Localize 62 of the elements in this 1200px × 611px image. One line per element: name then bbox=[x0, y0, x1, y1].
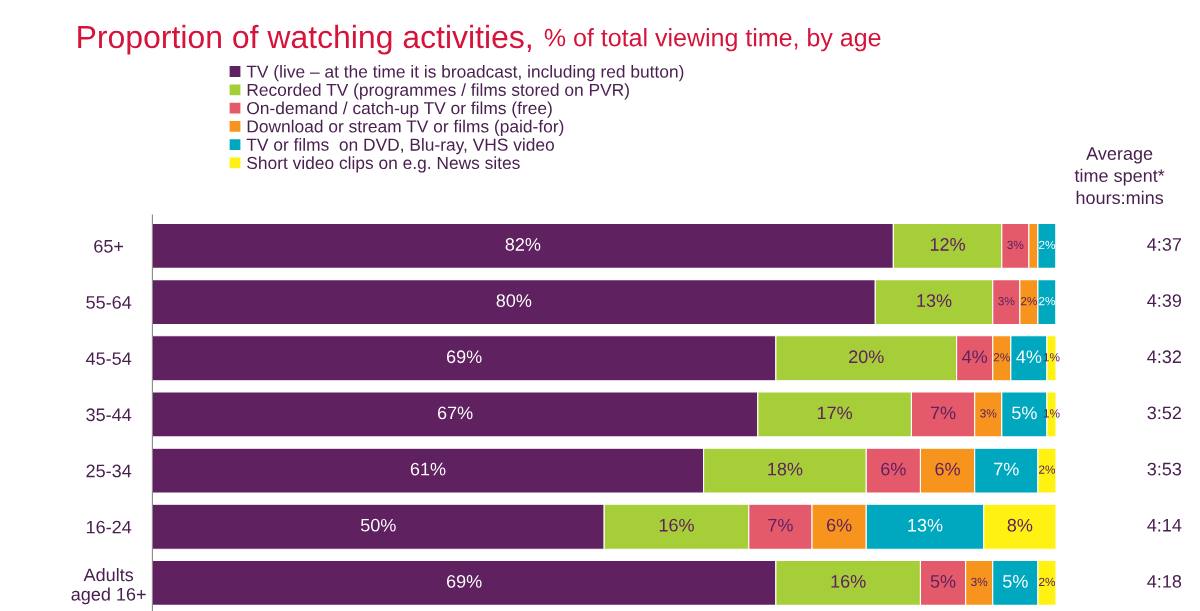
data-label: 5% bbox=[930, 575, 956, 588]
data-label: 2% bbox=[1039, 296, 1056, 306]
data-label: 2% bbox=[1039, 240, 1056, 250]
text: Average time spent* hours:mins bbox=[1074, 147, 1165, 205]
data-label: 13% bbox=[908, 518, 943, 532]
text: 4:18 bbox=[1147, 574, 1182, 588]
y-tick-label: Adults aged 16+ bbox=[71, 567, 146, 605]
data-label: 6% bbox=[881, 462, 906, 476]
data-label: 3% bbox=[1007, 240, 1024, 250]
data-label: 82% bbox=[505, 238, 541, 251]
text: 4:39 bbox=[1147, 294, 1182, 307]
data-label: 67% bbox=[437, 406, 473, 420]
data-label: 6% bbox=[935, 462, 960, 476]
data-label: 4% bbox=[962, 350, 988, 364]
data-label: 5% bbox=[1003, 575, 1028, 588]
data-label: 1% bbox=[1043, 353, 1060, 362]
data-label: 2% bbox=[1039, 577, 1056, 587]
text: 4:14 bbox=[1147, 519, 1182, 532]
data-label: 17% bbox=[817, 406, 853, 420]
text: 3:52 bbox=[1147, 406, 1181, 420]
data-label: 8% bbox=[1007, 518, 1033, 532]
data-label: 50% bbox=[360, 518, 396, 532]
data-label: 61% bbox=[410, 462, 446, 476]
legend-label: TV (live – at the time it is broadcast, including red button) bbox=[246, 64, 684, 82]
data-label: 3% bbox=[980, 409, 997, 418]
data-label: 20% bbox=[849, 350, 884, 364]
data-label: 16% bbox=[659, 518, 694, 532]
chart-title: Proportion of watching activities, bbox=[78, 24, 531, 55]
y-tick-label: 16-24 bbox=[86, 520, 132, 534]
legend-label: TV or films on DVD, Blu-ray, VHS video bbox=[246, 138, 554, 155]
data-label: 12% bbox=[930, 238, 965, 251]
data-label: 5% bbox=[1012, 406, 1037, 420]
data-label: 6% bbox=[827, 518, 852, 532]
data-label: 69% bbox=[446, 574, 482, 588]
chart-subtitle: % of total viewing time, by age bbox=[544, 28, 881, 52]
text: 3:53 bbox=[1147, 462, 1182, 476]
legend-label: Recorded TV (programmes / films stored on PVR) bbox=[247, 83, 629, 100]
data-label: 7% bbox=[994, 462, 1019, 476]
legend-label: Short video clips on e.g. News sites bbox=[247, 156, 520, 173]
data-label: 69% bbox=[446, 350, 482, 364]
data-label: 2% bbox=[1039, 465, 1056, 474]
data-label: 3% bbox=[998, 296, 1015, 306]
y-tick-label: 65+ bbox=[94, 239, 124, 253]
data-label: 16% bbox=[831, 574, 866, 588]
y-tick-label: 25-34 bbox=[86, 464, 132, 478]
data-label: 4% bbox=[1016, 350, 1042, 364]
y-tick-label: 45-54 bbox=[85, 352, 132, 365]
text: 4:32 bbox=[1147, 350, 1181, 364]
legend-label: Download or stream TV or films (paid-for) bbox=[247, 119, 564, 136]
data-label: 7% bbox=[768, 518, 793, 532]
y-tick-label: 55-64 bbox=[86, 296, 132, 309]
y-tick-label: 35-44 bbox=[86, 408, 132, 422]
data-label: 18% bbox=[768, 462, 803, 476]
legend-label: On-demand / catch-up TV or films (free) bbox=[247, 101, 552, 118]
data-label: 13% bbox=[917, 294, 952, 307]
data-label: 2% bbox=[993, 353, 1010, 362]
data-label: 2% bbox=[1020, 296, 1037, 306]
text: 4:37 bbox=[1147, 238, 1181, 251]
data-label: 1% bbox=[1043, 409, 1060, 418]
data-label: 7% bbox=[930, 406, 956, 420]
data-label: 3% bbox=[971, 577, 988, 587]
data-label: 80% bbox=[496, 294, 532, 307]
